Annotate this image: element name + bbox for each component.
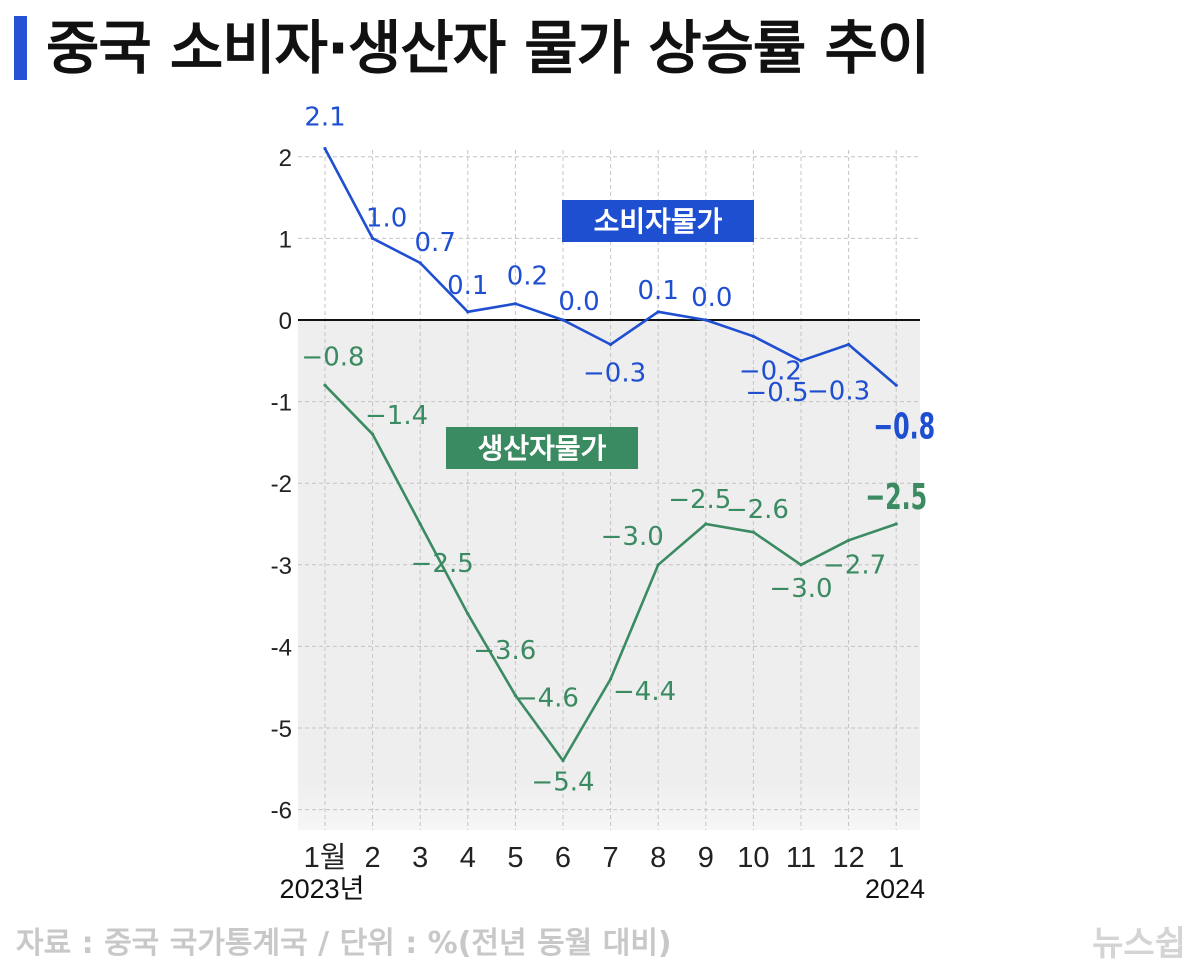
y-tick-label: -5 [271, 716, 292, 743]
producer-price-point [609, 677, 613, 681]
producer-price-point [513, 693, 518, 697]
consumer-price-point [847, 342, 851, 347]
consumer-price-legend-label: 소비자물가 [594, 205, 723, 238]
year-label-end: 2024 [865, 874, 925, 904]
consumer-price-value-label: 0.7 [415, 228, 456, 258]
producer-price-value-label: −2.5 [668, 485, 731, 515]
producer-price-point [894, 522, 898, 526]
x-tick-label: 9 [698, 842, 714, 874]
year-label-start: 2023년 [280, 874, 365, 904]
x-tick-label: 4 [460, 842, 476, 874]
x-tick-label: 5 [507, 842, 523, 874]
consumer-price-value-label: 2.1 [304, 103, 345, 133]
page-title: 중국 소비자·생산자 물가 상승률 추이 [46, 14, 930, 82]
consumer-price-value-label: 0.0 [558, 287, 599, 317]
consumer-price-value-label: 0.1 [638, 276, 679, 306]
series-points [323, 147, 898, 763]
producer-price-point [751, 530, 756, 534]
x-tick-label: 1 [888, 842, 904, 874]
producer-price-point [418, 522, 422, 526]
y-axis-ticks: 2 1 0 -1 -2 -3 -4 -5 -6 [271, 145, 292, 825]
consumer-price-point [799, 359, 803, 363]
producer-price-value-label: −2.7 [823, 550, 886, 580]
y-tick-label: -2 [271, 471, 292, 498]
x-tick-label: 1월 [304, 841, 347, 874]
consumer-price-value-label: −0.2 [739, 356, 802, 386]
producer-price-point [371, 432, 375, 436]
consumer-price-point [371, 236, 375, 240]
y-tick-label: 2 [279, 145, 292, 172]
producer-price-value-label: −3.6 [473, 636, 536, 666]
consumer-price-point [466, 310, 470, 314]
consumer-price-point [561, 318, 565, 322]
consumer-price-value-label: −0.3 [583, 358, 646, 388]
consumer-price-point [656, 310, 660, 314]
y-tick-label: 0 [279, 308, 292, 335]
producer-price-point [656, 563, 660, 567]
consumer-price-value-label: −0.5 [745, 378, 808, 408]
x-tick-label: 2 [365, 842, 381, 874]
producer-price-legend-label: 생산자물가 [478, 432, 607, 465]
x-axis-ticks: 1월 2 3 4 5 6 7 8 9 10 11 12 1 2023년 2024 [280, 841, 925, 904]
x-tick-label: 3 [412, 842, 428, 874]
producer-price-value-label: −2.5 [411, 549, 474, 579]
producer-price-value-label: −0.8 [301, 342, 364, 372]
vertical-gridlines [324, 150, 897, 830]
consumer-price-value-label: 0.1 [447, 271, 488, 301]
y-tick-label: -4 [271, 634, 292, 661]
producer-price-value-label: −4.6 [516, 683, 579, 713]
producer-price-value-label: −2.5 [865, 477, 927, 518]
x-tick-label: 7 [603, 842, 619, 874]
consumer-price-point [894, 383, 898, 387]
y-tick-label: -1 [271, 390, 292, 417]
data-labels: 2.11.00.70.1 0.20.0−0.30.1 0.0−0.2−0.5−0.3… [301, 103, 935, 798]
y-tick-label: -6 [271, 798, 292, 825]
negative-region-background [298, 320, 920, 830]
consumer-price-point [323, 147, 327, 151]
producer-price-value-label: −2.6 [726, 495, 789, 525]
consumer-price-point [418, 261, 422, 265]
consumer-price-point [751, 334, 756, 338]
consumer-price-value-label: −0.8 [873, 406, 935, 447]
producer-price-point [799, 563, 803, 567]
x-tick-label: 12 [832, 842, 864, 874]
consumer-price-point [704, 318, 708, 322]
x-tick-label: 6 [555, 842, 571, 874]
producer-price-point [466, 612, 470, 616]
producer-price-value-label: −4.4 [613, 677, 676, 707]
producer-price-point [323, 383, 327, 387]
producer-price-point [561, 759, 565, 763]
producer-price-value-label: −5.4 [531, 768, 594, 798]
consumer-price-value-label: 1.0 [366, 203, 407, 233]
y-tick-label: -3 [271, 553, 292, 580]
x-tick-label: 11 [786, 842, 816, 874]
producer-price-point [704, 522, 708, 526]
consumer-price-point [609, 342, 613, 347]
title-accent-bar [14, 16, 27, 80]
consumer-price-value-label: −0.3 [807, 376, 870, 406]
source-note: 자료 : 중국 국가통계국 / 단위 : %(전년 동월 대비) [16, 926, 672, 961]
x-tick-label: 10 [737, 842, 769, 874]
y-tick-label: 1 [279, 226, 292, 253]
producer-price-legend-box [446, 427, 638, 469]
consumer-price-point [513, 302, 518, 306]
producer-price-value-label: −3.0 [769, 574, 832, 604]
consumer-price-legend-box [562, 200, 754, 242]
watermark-logo: 뉴스쉽 [1092, 924, 1186, 964]
producer-price-point [847, 538, 851, 542]
consumer-price-value-label: 0.0 [691, 283, 732, 313]
producer-price-value-label: −1.4 [365, 401, 428, 431]
producer-price-value-label: −3.0 [601, 522, 664, 552]
x-tick-label: 8 [650, 842, 666, 874]
consumer-price-value-label: 0.2 [507, 262, 548, 292]
